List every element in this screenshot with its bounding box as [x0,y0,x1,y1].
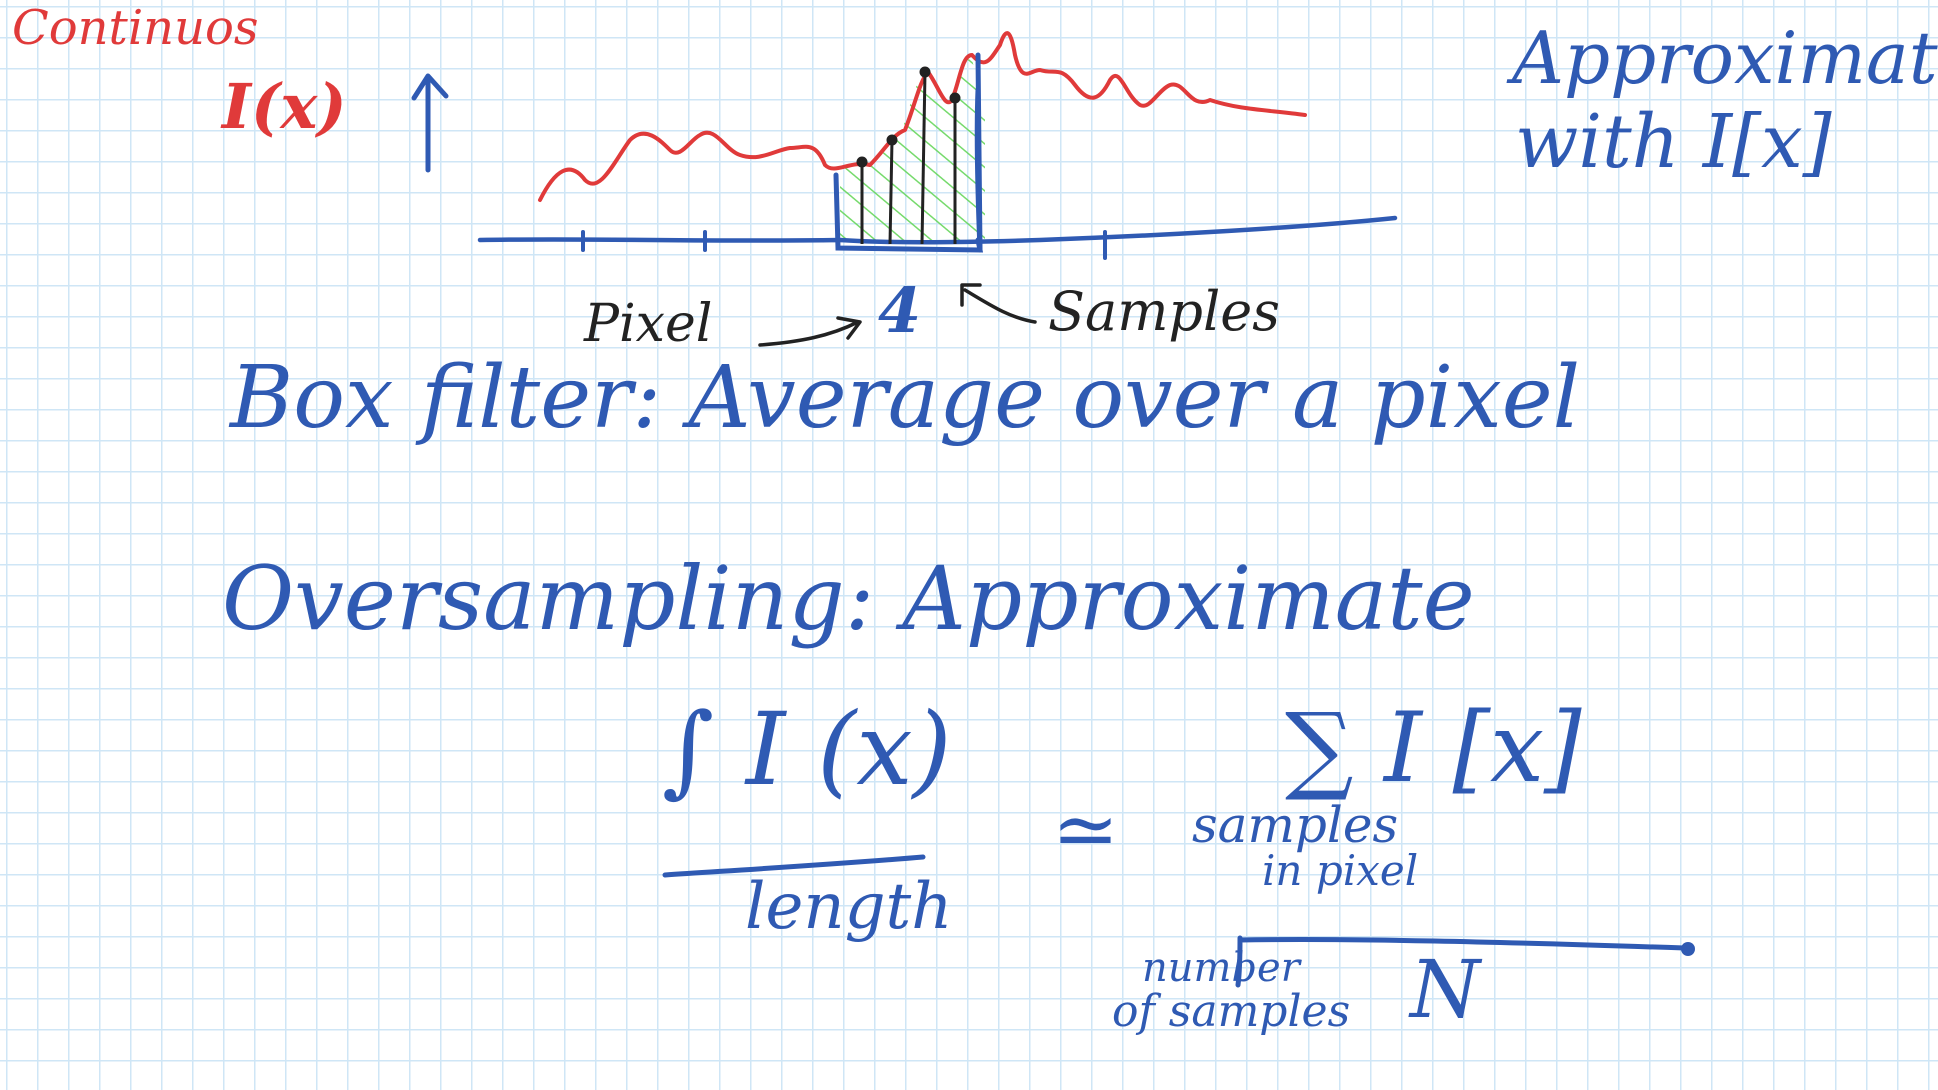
number-of-samples-label-2: of samples [1112,986,1351,1037]
pixel-box-right-edge [975,52,983,253]
approximate-label: Approximate [1512,16,1938,100]
x-axis-line [477,215,1398,245]
sum-fraction-bar [1235,935,1688,988]
integral-fraction-bar [662,854,926,878]
sum-denominator: N [1410,943,1480,1036]
arrow-pixel-to-four-icon [758,316,862,347]
number-of-samples-label: number [1142,945,1300,991]
sample-stems [856,66,961,245]
continuous-signal-curve [538,31,1307,202]
sum-subscript-samples: samples [1192,796,1399,854]
samples-label: Samples [1048,280,1280,343]
axis-ticks [581,230,1107,260]
integral-numerator: ∫ I (x) [662,691,952,808]
up-arrow-icon [411,73,449,173]
oversampling-note: Oversampling: Approximate [222,547,1475,650]
arrow-samples-to-box-icon [960,283,1037,324]
sum-subscript-in-pixel: in pixel [1262,846,1419,895]
sum-numerator: ∑ I [x] [1285,692,1582,804]
i-continuous-label: I(x) [222,70,347,143]
integral-denominator: length [745,870,953,944]
box-filter-note: Box filter: Average over a pixel [230,348,1581,448]
approximately-equal-sign: ≃ [1052,783,1120,876]
fraction-bar-dot [1681,942,1695,956]
pixel-label: Pixel [584,294,713,354]
pixel-area-hatch [840,59,985,240]
sample-count: 4 [878,274,922,347]
with-ix-label: with I[x] [1515,99,1832,185]
continuous-label: Continuos [12,0,259,56]
